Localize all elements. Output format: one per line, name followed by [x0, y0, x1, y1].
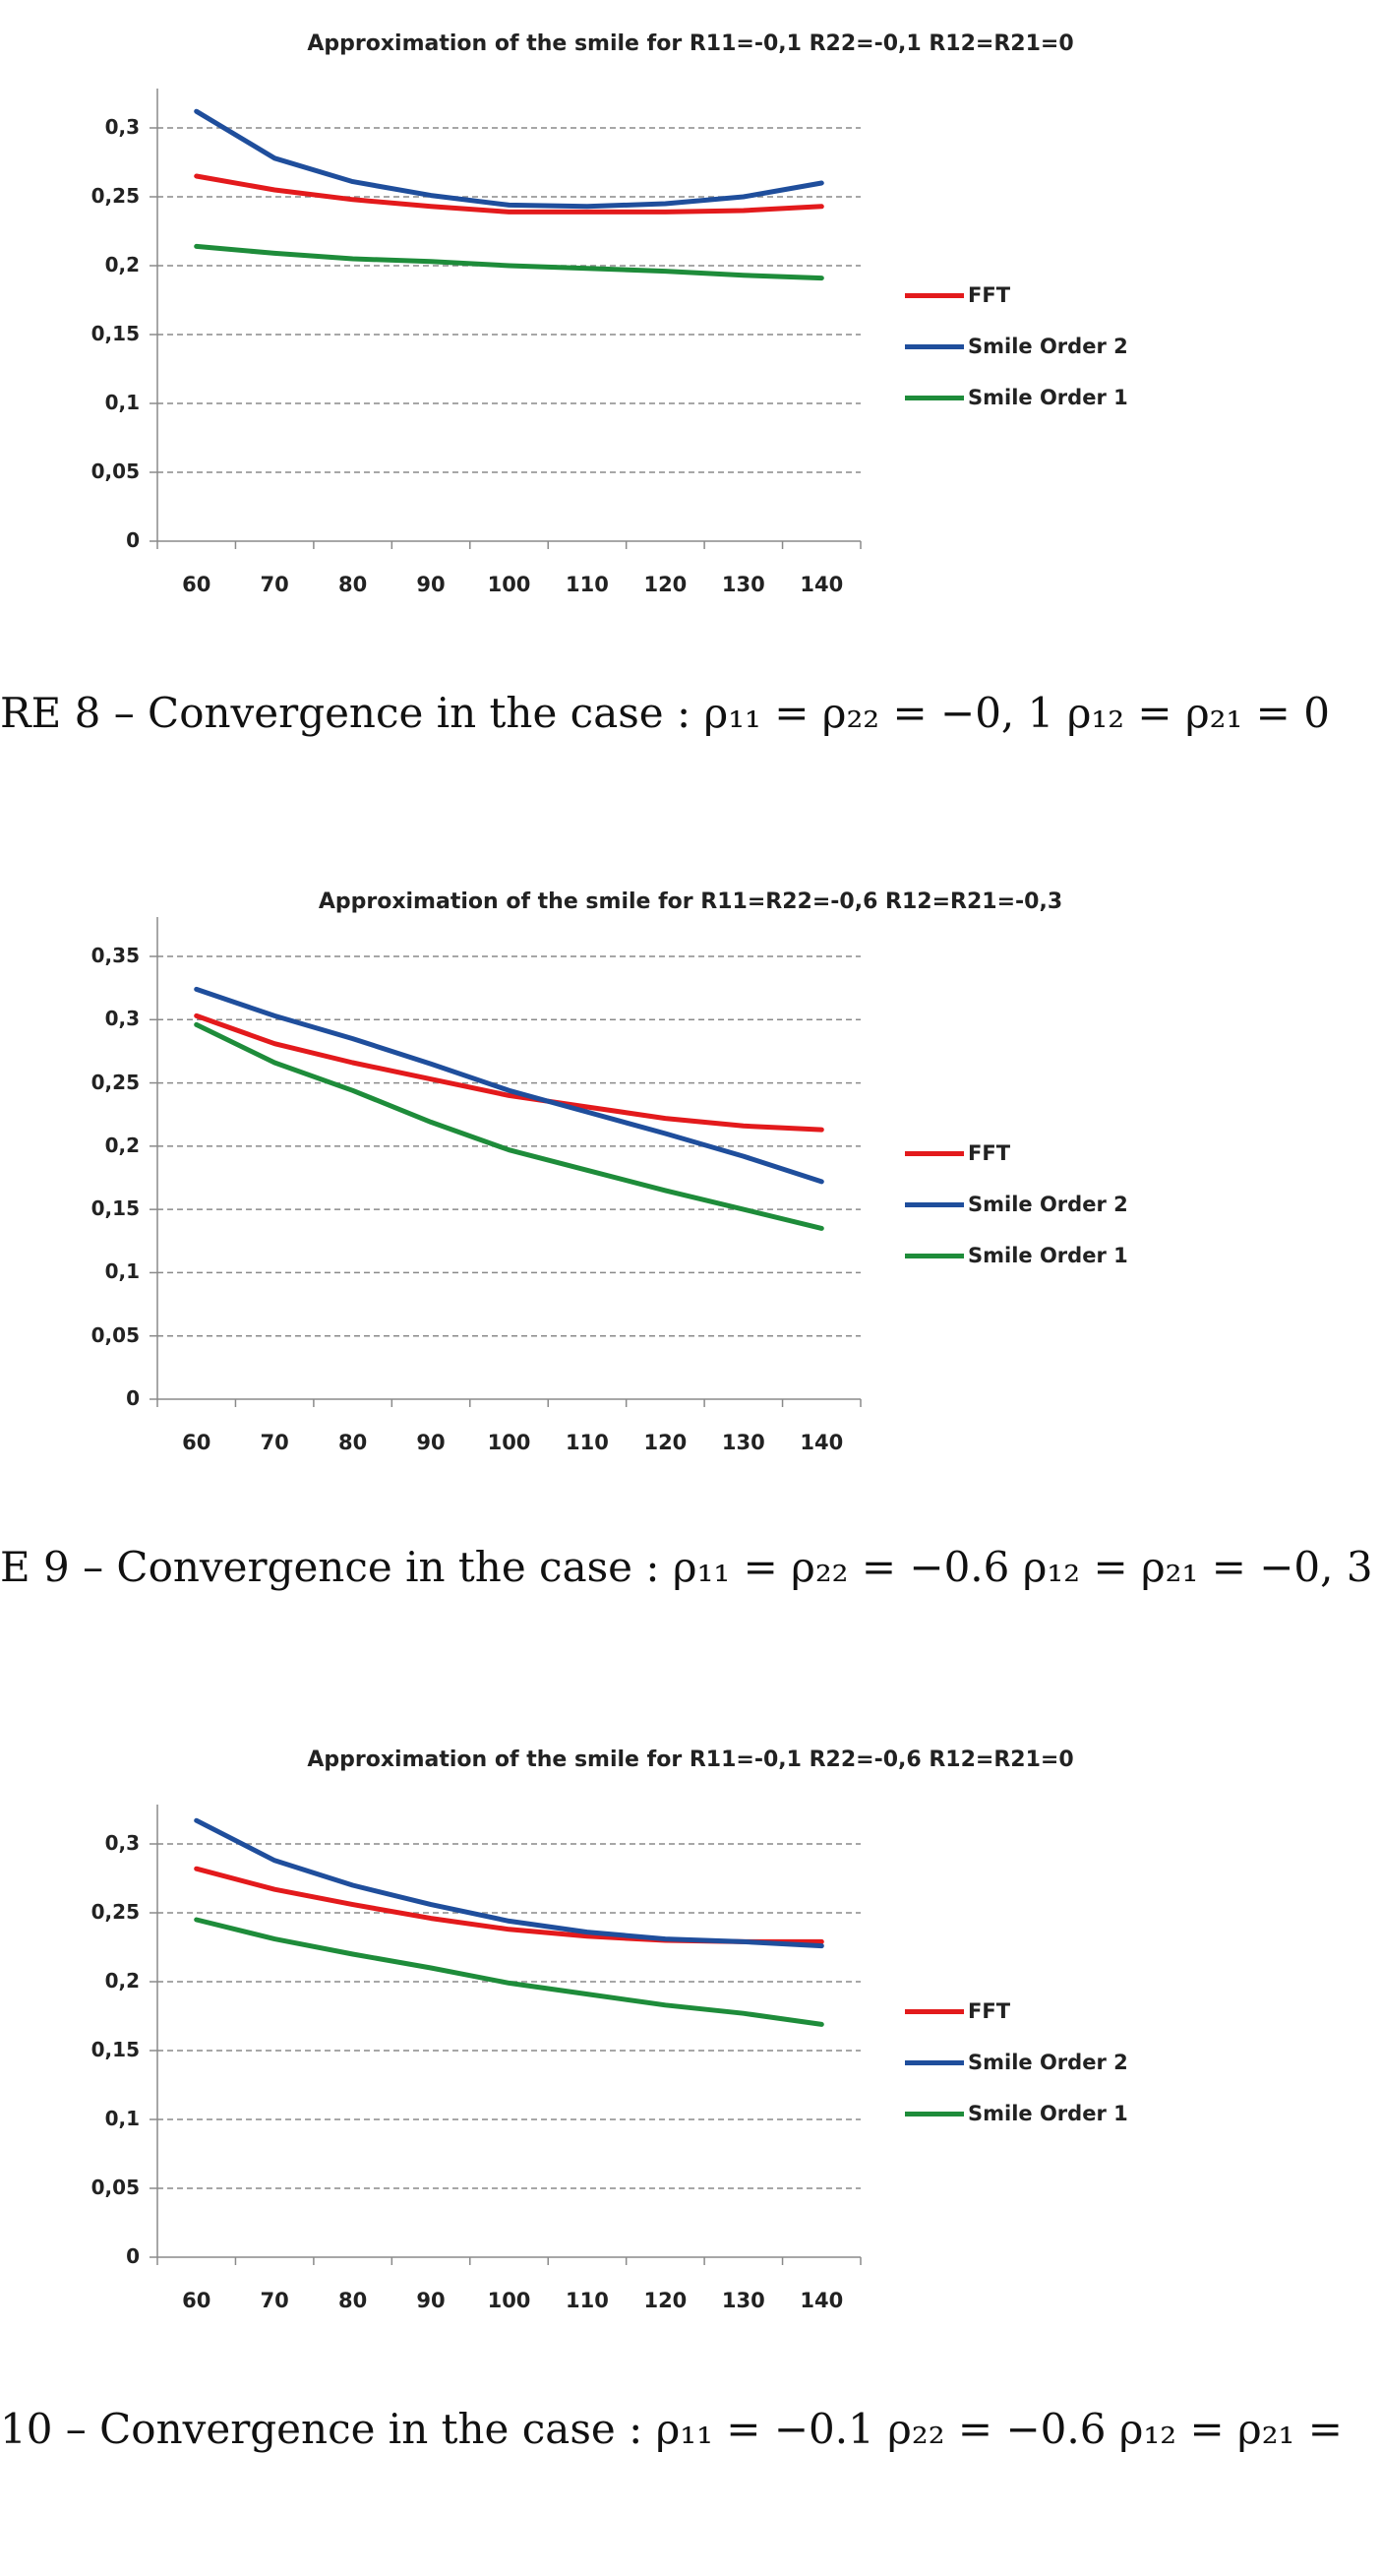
legend-item: Smile Order 1	[905, 1244, 1128, 1267]
y-tick-label: 0,05	[90, 2176, 140, 2199]
legend-item: Smile Order 2	[905, 1193, 1128, 1216]
x-tick-label: 90	[416, 1431, 446, 1454]
legend-item: Smile Order 1	[905, 2102, 1128, 2125]
legend-label: FFT	[968, 1141, 1011, 1165]
x-tick-label: 80	[337, 573, 368, 596]
series-line-smile-order-1	[194, 1021, 824, 1231]
x-tick-label: 80	[337, 1431, 368, 1454]
series-line-smile-order-1	[194, 1917, 824, 2027]
chart-svg	[150, 917, 862, 1407]
x-tick-label: 140	[800, 1431, 844, 1454]
series-line-smile-order-2	[194, 1817, 824, 1949]
x-tick-label: 70	[260, 2289, 289, 2312]
chart-panel-1: Approximation of the smile for R11=-0,1 …	[0, 0, 1381, 787]
legend-label: Smile Order 1	[968, 1244, 1128, 1267]
legend-label: Smile Order 2	[968, 1193, 1128, 1216]
legend-label: Smile Order 1	[968, 386, 1128, 409]
legend-swatch	[905, 343, 964, 349]
legend-swatch	[905, 395, 964, 400]
x-tick-label: 130	[721, 573, 765, 596]
x-tick-label: 130	[721, 1431, 765, 1454]
legend-swatch	[905, 292, 964, 298]
legend-label: Smile Order 2	[968, 2051, 1128, 2074]
x-tick-label: 60	[182, 573, 211, 596]
series-line-smile-order-2	[194, 108, 824, 210]
x-tick-label: 90	[416, 2289, 446, 2312]
y-tick-label: 0,3	[104, 115, 140, 139]
x-tick-label: 110	[566, 2289, 609, 2312]
x-tick-label: 130	[721, 2289, 765, 2312]
legend-swatch	[905, 1150, 964, 1156]
y-tick-label: 0,2	[104, 253, 140, 276]
y-tick-label: 0	[126, 528, 140, 552]
x-tick-label: 140	[800, 2289, 844, 2312]
legend-item: Smile Order 1	[905, 386, 1128, 409]
legend-swatch	[905, 2111, 964, 2116]
legend-item: FFT	[905, 283, 1010, 307]
chart-title: Approximation of the smile for R11=R22=-…	[318, 889, 1063, 914]
legend-label: Smile Order 2	[968, 335, 1128, 358]
y-tick-label: 0	[126, 1386, 140, 1410]
chart-panel-3: Approximation of the smile for R11=-0,1 …	[0, 1716, 1381, 2503]
figure-caption: RE 8 – Convergence in the case : ρ₁₁ = ρ…	[0, 689, 1330, 737]
x-tick-label: 80	[337, 2289, 368, 2312]
y-tick-label: 0,3	[104, 1007, 140, 1031]
legend-swatch	[905, 1201, 964, 1207]
series-line-smile-order-2	[194, 986, 824, 1185]
chart-svg	[150, 89, 862, 549]
legend-label: FFT	[968, 1999, 1011, 2023]
series-line-smile-order-1	[194, 243, 824, 281]
y-tick-label: 0,25	[90, 184, 140, 208]
x-tick-label: 140	[800, 573, 844, 596]
x-tick-label: 60	[182, 1431, 211, 1454]
y-tick-label: 0,05	[90, 1322, 140, 1347]
x-tick-label: 100	[487, 2289, 531, 2312]
figure-caption: 10 – Convergence in the case : ρ₁₁ = −0.…	[0, 2405, 1343, 2453]
y-tick-label: 0,1	[104, 1259, 140, 1284]
legend-item: FFT	[905, 1141, 1010, 1165]
x-tick-label: 100	[487, 1431, 531, 1454]
legend-label: FFT	[968, 283, 1011, 307]
y-tick-label: 0,1	[104, 2107, 140, 2130]
x-tick-label: 120	[643, 2289, 688, 2312]
y-tick-label: 0,3	[104, 1831, 140, 1855]
chart-svg	[150, 1805, 862, 2265]
x-tick-label: 120	[643, 1431, 688, 1454]
x-tick-label: 110	[566, 573, 609, 596]
x-tick-label: 70	[260, 573, 289, 596]
series-line-fft	[194, 1866, 824, 1944]
legend-item: Smile Order 2	[905, 2051, 1128, 2074]
chart-panel-2: Approximation of the smile for R11=R22=-…	[0, 858, 1381, 1645]
y-tick-label: 0,2	[104, 1969, 140, 1993]
y-tick-label: 0,25	[90, 1070, 140, 1094]
y-tick-label: 0,1	[104, 391, 140, 414]
series-line-fft	[194, 173, 824, 215]
x-tick-label: 70	[260, 1431, 289, 1454]
y-tick-label: 0,2	[104, 1133, 140, 1157]
y-tick-label: 0,15	[90, 1196, 140, 1221]
chart-title: Approximation of the smile for R11=-0,1 …	[307, 31, 1074, 56]
x-tick-label: 100	[487, 573, 531, 596]
legend-swatch	[905, 1253, 964, 1258]
x-tick-label: 120	[643, 573, 688, 596]
y-tick-label: 0,35	[90, 944, 140, 967]
legend-label: Smile Order 1	[968, 2102, 1128, 2125]
x-tick-label: 90	[416, 573, 446, 596]
y-tick-label: 0,05	[90, 460, 140, 483]
y-tick-label: 0,15	[90, 2038, 140, 2061]
legend-swatch	[905, 2008, 964, 2014]
y-tick-label: 0,25	[90, 1900, 140, 1924]
figure-caption: E 9 – Convergence in the case : ρ₁₁ = ρ₂…	[0, 1543, 1373, 1591]
x-tick-label: 110	[566, 1431, 609, 1454]
y-tick-label: 0,15	[90, 322, 140, 345]
series-line-fft	[194, 1012, 824, 1133]
legend-swatch	[905, 2059, 964, 2065]
chart-title: Approximation of the smile for R11=-0,1 …	[307, 1748, 1074, 1772]
legend-item: FFT	[905, 1999, 1010, 2023]
y-tick-label: 0	[126, 2244, 140, 2268]
legend-item: Smile Order 2	[905, 335, 1128, 358]
x-tick-label: 60	[182, 2289, 211, 2312]
